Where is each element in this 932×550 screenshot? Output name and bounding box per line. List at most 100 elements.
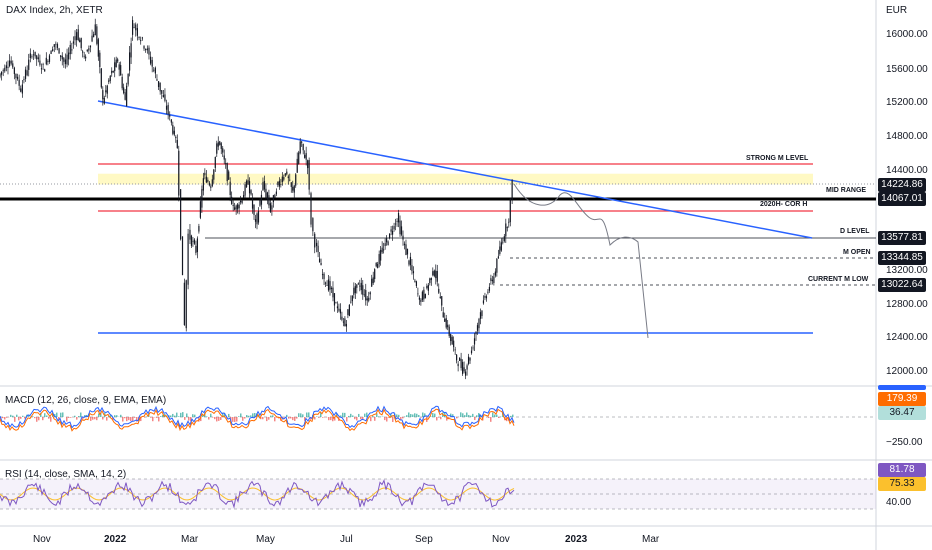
macd-histogram-bar <box>468 414 470 417</box>
candle-body <box>470 350 473 354</box>
macd-histogram-bar <box>356 417 358 421</box>
candle-body <box>396 221 398 223</box>
candle-body <box>466 365 468 370</box>
macd-histogram-bar <box>420 417 422 418</box>
macd-histogram-bar <box>370 417 372 422</box>
macd-histogram-bar <box>512 414 514 417</box>
macd-histogram-bar <box>346 417 348 422</box>
candle-body <box>314 233 316 248</box>
macd-histogram-bar <box>254 412 256 417</box>
candle-body <box>472 347 474 349</box>
candle-body <box>403 243 406 246</box>
candle-body <box>487 291 489 293</box>
candle-body <box>126 85 128 107</box>
candle-body <box>384 243 386 246</box>
macd-histogram-bar <box>106 417 108 421</box>
candle-body <box>357 283 359 285</box>
macd-histogram-bar <box>238 416 240 417</box>
macd-histogram-bar <box>298 413 300 417</box>
candle-body <box>287 176 289 179</box>
macd-histogram-bar <box>234 417 236 422</box>
candle-body <box>380 249 382 261</box>
candle-body <box>318 258 321 263</box>
candle-body <box>409 256 412 266</box>
macd-histogram-bar <box>290 417 292 419</box>
macd-title[interactable]: MACD (12, 26, close, 9, EMA, EMA) <box>5 395 167 406</box>
candle-body <box>411 265 413 271</box>
macd-histogram-bar <box>42 417 44 421</box>
macd-histogram-bar <box>464 415 466 417</box>
candle-body <box>490 278 492 281</box>
macd-histogram-bar <box>266 417 268 422</box>
macd-histogram-bar <box>50 417 52 422</box>
candle-body <box>164 94 166 101</box>
macd-histogram-bar <box>194 414 196 417</box>
candle-body <box>508 221 510 223</box>
macd-histogram-bar <box>74 415 76 417</box>
candle-body <box>447 324 449 328</box>
macd-histogram-bar <box>330 417 332 421</box>
candle-body <box>324 282 327 284</box>
macd-histogram-bar <box>2 417 4 419</box>
macd-histogram-bar <box>292 417 294 421</box>
candle-body <box>55 43 57 45</box>
macd-histogram-bar <box>182 412 184 417</box>
macd-histogram-bar <box>328 417 330 421</box>
candle-body <box>37 57 39 60</box>
macd-signal-tag: 36.47 <box>878 406 926 420</box>
candle-body <box>253 204 255 215</box>
macd-histogram-bar <box>232 417 234 422</box>
candle-body <box>478 318 480 329</box>
macd-histogram-bar <box>342 412 344 417</box>
candle-body <box>295 174 297 186</box>
candle-body <box>326 284 328 286</box>
candle-body <box>241 200 243 204</box>
macd-histogram-bar <box>366 412 368 417</box>
macd-histogram-bar <box>40 412 42 417</box>
candle-body <box>420 299 422 302</box>
candle-body <box>430 277 432 281</box>
candle-body <box>275 191 277 195</box>
d-level-price-tag: 13577.81 <box>878 231 926 245</box>
candle-body <box>332 287 334 298</box>
macd-histogram-bar <box>66 417 68 422</box>
candle-body <box>193 239 196 244</box>
candle-body <box>506 227 508 229</box>
macd-histogram-bar <box>140 417 142 422</box>
macd-histogram-bar <box>28 414 30 417</box>
candle-body <box>133 27 135 29</box>
currency-label: EUR <box>886 5 908 16</box>
candle-body <box>463 367 465 372</box>
candle-body <box>135 24 137 31</box>
candle-body <box>277 181 279 185</box>
macd-histogram-bar <box>270 415 272 417</box>
macd-histogram-bar <box>38 417 40 421</box>
candle-body <box>497 256 499 258</box>
candle-body <box>220 143 222 149</box>
macd-axis-tick: −250.00 <box>886 437 923 448</box>
macd-histogram-bar <box>68 417 70 418</box>
candle-body <box>214 156 216 168</box>
candle-body <box>112 71 114 73</box>
macd-histogram-bar <box>128 417 130 421</box>
macd-histogram-bar <box>302 414 304 417</box>
candle-body <box>63 57 65 62</box>
candle-body <box>237 204 239 210</box>
signal-line <box>0 408 515 432</box>
candle-body <box>344 318 346 327</box>
rsi-title[interactable]: RSI (14, close, SMA, 14, 2) <box>5 469 127 480</box>
macd-histogram-bar <box>136 417 138 422</box>
candle-body <box>351 295 353 302</box>
macd-histogram-bar <box>36 417 38 422</box>
candle-body <box>505 223 507 237</box>
macd-histogram-bar <box>434 413 436 417</box>
macd-top-tag <box>878 385 926 390</box>
candle-body <box>476 325 479 331</box>
symbol-title[interactable]: DAX Index, 2h, XETR <box>6 5 103 16</box>
candle-body <box>80 37 82 49</box>
candle-body <box>52 49 54 51</box>
candle-body <box>130 43 132 58</box>
candle-body <box>222 148 224 153</box>
